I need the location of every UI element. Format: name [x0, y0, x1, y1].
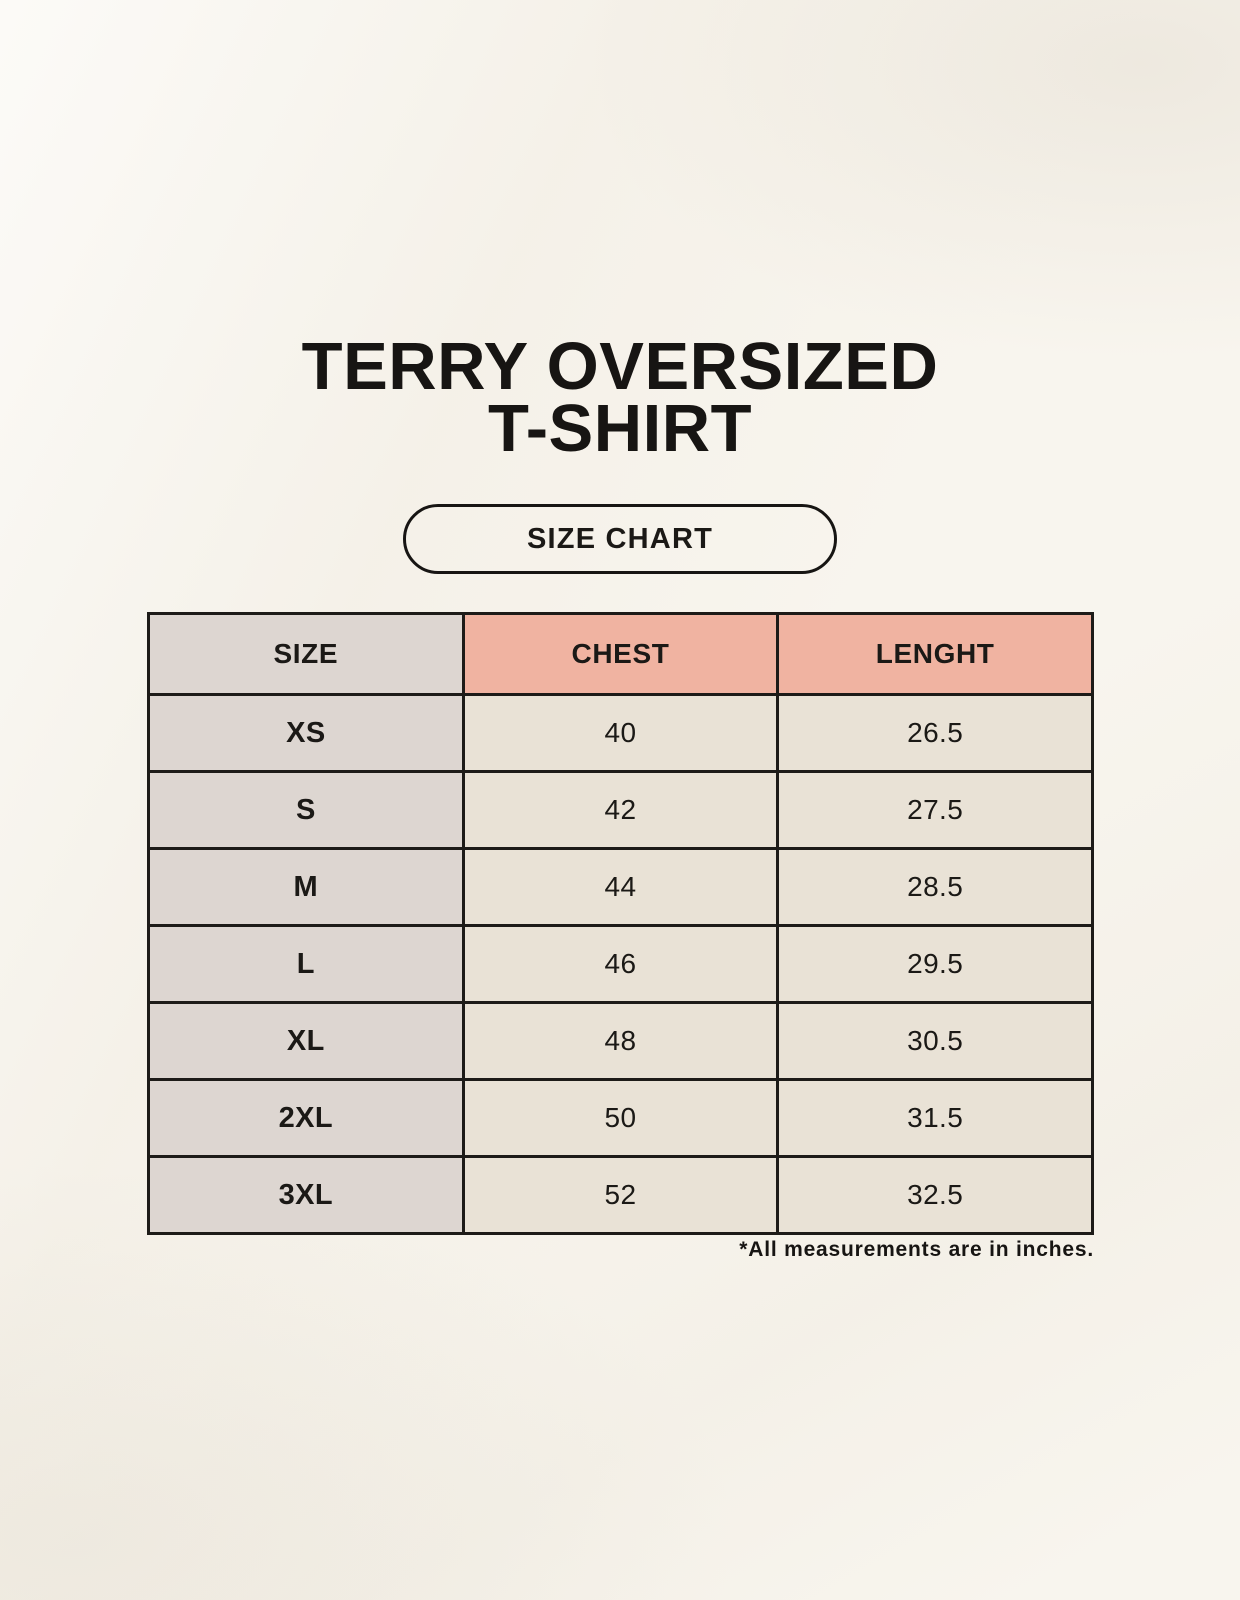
size-cell: S	[147, 770, 465, 850]
size-chart-badge: SIZE CHART	[403, 504, 837, 574]
product-title-line1: TERRY OVERSIZED	[301, 329, 939, 404]
product-title-line2: T-SHIRT	[487, 391, 753, 466]
chest-cell: 40	[461, 693, 780, 773]
table-row: L 46 29.5	[147, 924, 1094, 1004]
table-row: 3XL 52 32.5	[147, 1155, 1094, 1235]
table-row: M 44 28.5	[147, 847, 1094, 927]
product-title: TERRY OVERSIZED T-SHIRT	[0, 329, 1240, 466]
header-cell-size: SIZE	[147, 612, 465, 696]
table-row: XS 40 26.5	[147, 693, 1094, 773]
size-table: SIZE CHEST LENGHT XS 40 26.5 S 42 27.5 M…	[147, 612, 1094, 1235]
size-cell: XS	[147, 693, 465, 773]
header-cell-chest: CHEST	[461, 612, 780, 696]
size-cell: M	[147, 847, 465, 927]
table-row: S 42 27.5	[147, 770, 1094, 850]
length-cell: 29.5	[776, 924, 1094, 1004]
chest-cell: 44	[461, 847, 780, 927]
size-chart-badge-label: SIZE CHART	[527, 522, 713, 555]
header-cell-length: LENGHT	[776, 612, 1094, 696]
size-cell: L	[147, 924, 465, 1004]
table-header-row: SIZE CHEST LENGHT	[147, 612, 1094, 696]
size-cell: XL	[147, 1001, 465, 1081]
chest-cell: 42	[461, 770, 780, 850]
length-cell: 27.5	[776, 770, 1094, 850]
chest-cell: 52	[461, 1155, 780, 1235]
size-cell: 2XL	[147, 1078, 465, 1158]
measurements-footnote: *All measurements are in inches.	[739, 1238, 1094, 1261]
chest-cell: 46	[461, 924, 780, 1004]
size-cell: 3XL	[147, 1155, 465, 1235]
table-row: 2XL 50 31.5	[147, 1078, 1094, 1158]
length-cell: 26.5	[776, 693, 1094, 773]
chest-cell: 50	[461, 1078, 780, 1158]
length-cell: 30.5	[776, 1001, 1094, 1081]
chest-cell: 48	[461, 1001, 780, 1081]
length-cell: 31.5	[776, 1078, 1094, 1158]
table-row: XL 48 30.5	[147, 1001, 1094, 1081]
length-cell: 32.5	[776, 1155, 1094, 1235]
length-cell: 28.5	[776, 847, 1094, 927]
